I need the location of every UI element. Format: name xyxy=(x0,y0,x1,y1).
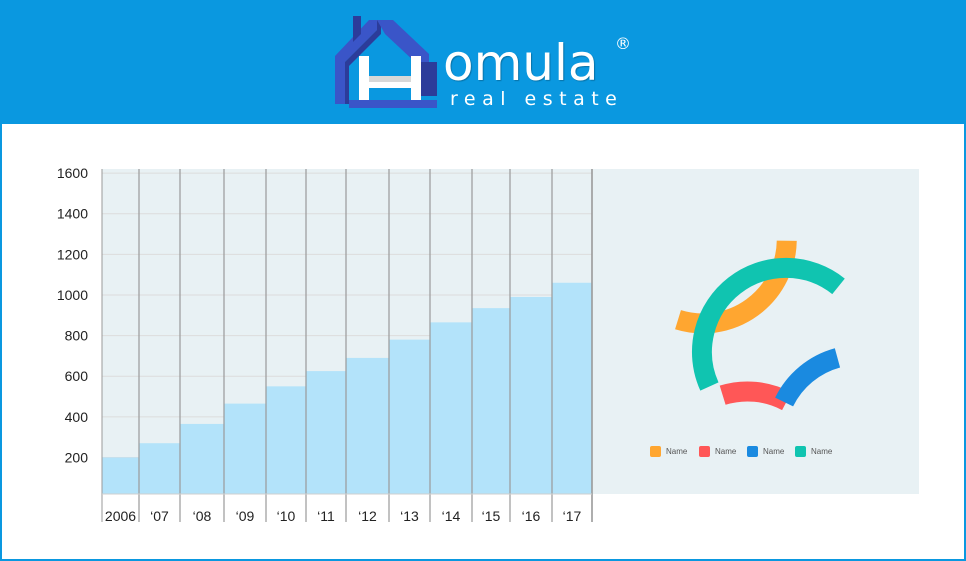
donut-slice[interactable] xyxy=(691,257,845,391)
bar[interactable] xyxy=(346,357,389,494)
y-tick-label: 1200 xyxy=(57,246,88,262)
x-tick-label: ‘14 xyxy=(442,508,461,524)
bar[interactable] xyxy=(306,371,346,494)
bar[interactable] xyxy=(180,423,224,494)
donut-slice[interactable] xyxy=(775,348,841,407)
y-tick-label: 1600 xyxy=(57,165,88,181)
bar[interactable] xyxy=(102,457,139,494)
bar[interactable] xyxy=(224,403,266,494)
registered-mark: ® xyxy=(615,34,631,53)
header: omula ® real estate xyxy=(0,0,966,124)
x-tick-label: ‘08 xyxy=(193,508,212,524)
x-tick-label: ‘11 xyxy=(317,508,335,524)
y-tick-label: 800 xyxy=(65,328,89,344)
donut-chart: Name Name Name Name xyxy=(650,240,845,457)
y-tick-label: 400 xyxy=(65,409,89,425)
bar[interactable] xyxy=(389,339,430,494)
brand-logo[interactable]: omula ® real estate xyxy=(333,16,633,112)
x-tick-label: ‘12 xyxy=(358,508,377,524)
dashboard-panel: 200 400 600 800 1000 1200 1400 1600 2006 ‘07 ‘08 ‘0… xyxy=(2,124,964,559)
bar[interactable] xyxy=(430,322,472,494)
house-logo-icon xyxy=(335,16,437,108)
bar[interactable] xyxy=(510,296,552,494)
legend-label: Name xyxy=(811,447,833,456)
bar[interactable] xyxy=(139,443,180,494)
bar[interactable] xyxy=(472,308,510,494)
y-tick-label: 1400 xyxy=(57,206,88,222)
charts-canvas: 200 400 600 800 1000 1200 1400 1600 2006 ‘07 ‘08 ‘0… xyxy=(57,165,919,524)
legend-swatch xyxy=(699,446,710,457)
y-tick-label: 200 xyxy=(65,449,89,465)
legend-swatch xyxy=(795,446,806,457)
legend-swatch xyxy=(747,446,758,457)
bar[interactable] xyxy=(552,282,592,494)
legend-label: Name xyxy=(763,447,785,456)
legend-label: Name xyxy=(715,447,737,456)
legend-label: Name xyxy=(666,447,688,456)
y-tick-label: 1000 xyxy=(57,287,88,303)
legend-swatch xyxy=(650,446,661,457)
x-tick-label: ‘13 xyxy=(400,508,419,524)
bar-chart: 200 400 600 800 1000 1200 1400 1600 2006 ‘07 ‘08 ‘0… xyxy=(57,165,919,524)
x-tick-label: 2006 xyxy=(105,508,136,524)
y-tick-label: 600 xyxy=(65,368,89,384)
x-tick-label: ‘15 xyxy=(482,508,501,524)
x-tick-label: ‘09 xyxy=(236,508,255,524)
brand-tagline: real estate xyxy=(450,88,624,110)
bar[interactable] xyxy=(266,386,306,494)
brand-name: omula xyxy=(443,34,599,92)
x-tick-label: ‘16 xyxy=(522,508,541,524)
x-tick-label: ‘10 xyxy=(277,508,296,524)
x-tick-label: ‘07 xyxy=(150,508,169,524)
x-tick-label: ‘17 xyxy=(563,508,582,524)
